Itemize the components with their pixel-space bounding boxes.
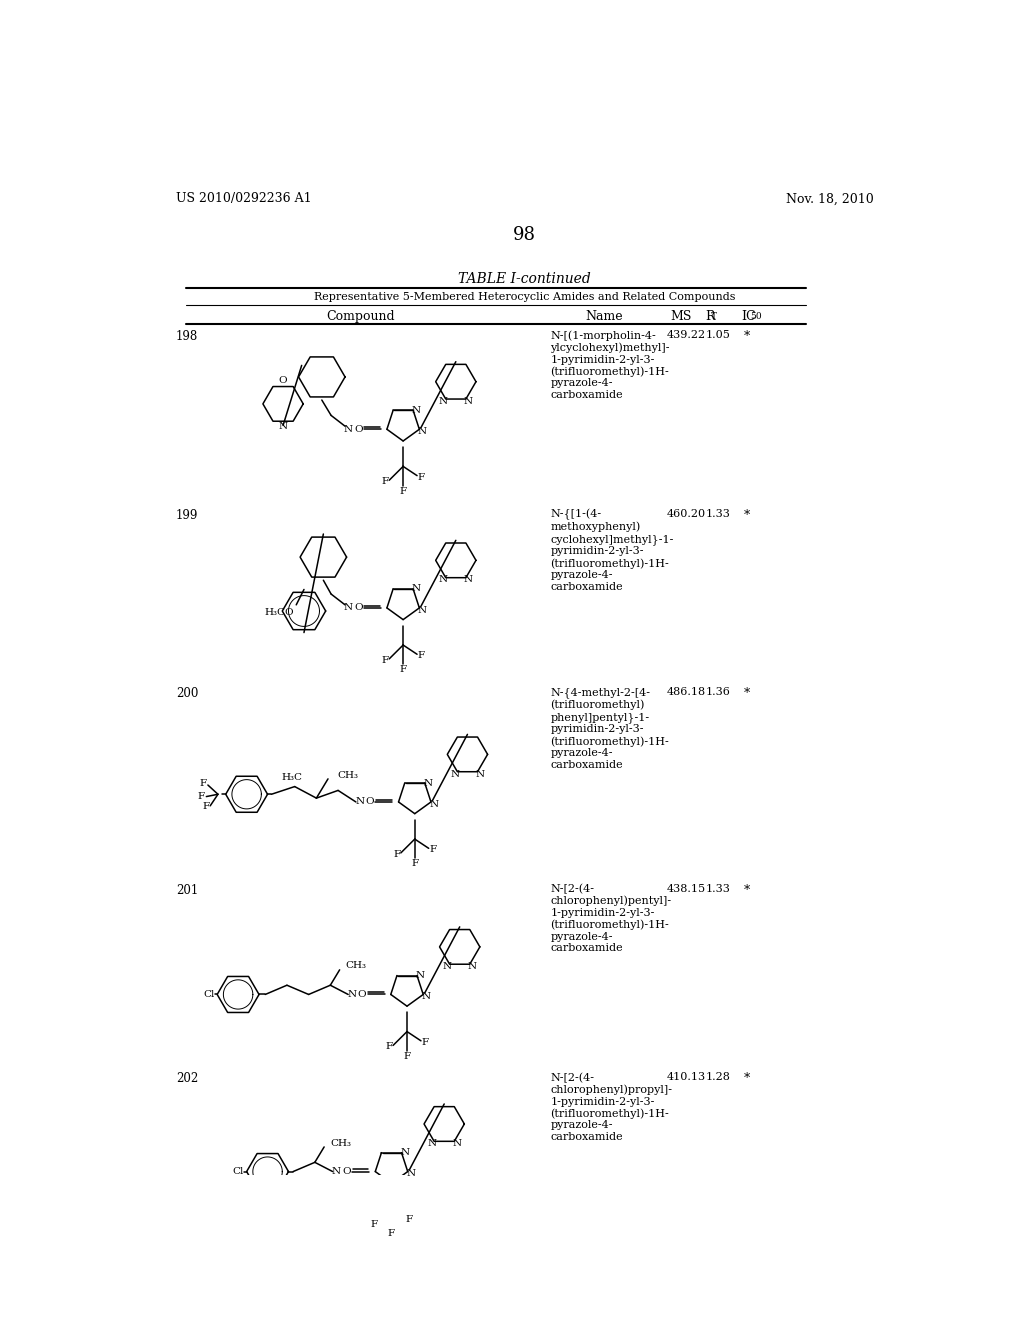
Text: N: N xyxy=(412,405,421,414)
Text: MS: MS xyxy=(671,310,692,323)
Text: Representative 5-Membered Heterocyclic Amides and Related Compounds: Representative 5-Membered Heterocyclic A… xyxy=(314,293,735,302)
Text: N: N xyxy=(355,797,365,807)
Text: 1.36: 1.36 xyxy=(706,688,730,697)
Text: F: F xyxy=(429,845,436,854)
Text: 201: 201 xyxy=(176,884,199,896)
Text: Name: Name xyxy=(586,310,624,323)
Text: TABLE I-continued: TABLE I-continued xyxy=(459,272,591,286)
Text: O: O xyxy=(342,1167,351,1176)
Text: N: N xyxy=(439,576,447,585)
Text: N: N xyxy=(464,576,473,585)
Text: N-[(1-morpholin-4-
ylcyclohexyl)methyl]-
1-pyrimidin-2-yl-3-
(trifluoromethyl)-1: N-[(1-morpholin-4- ylcyclohexyl)methyl]-… xyxy=(550,330,670,400)
Text: 199: 199 xyxy=(176,508,199,521)
Text: F: F xyxy=(421,1038,428,1047)
Text: N: N xyxy=(412,585,421,594)
Text: *: * xyxy=(744,688,751,701)
Text: F: F xyxy=(406,1214,413,1224)
Text: F: F xyxy=(198,792,205,801)
Text: F: F xyxy=(393,850,400,859)
Text: F: F xyxy=(399,487,407,495)
Text: N: N xyxy=(464,397,473,405)
Text: N: N xyxy=(442,962,452,972)
Text: T: T xyxy=(711,313,717,321)
Text: Nov. 18, 2010: Nov. 18, 2010 xyxy=(785,193,873,206)
Text: *: * xyxy=(744,330,751,343)
Text: N: N xyxy=(347,990,356,999)
Text: N-[2-(4-
chlorophenyl)propyl]-
1-pyrimidin-2-yl-3-
(trifluoromethyl)-1H-
pyrazol: N-[2-(4- chlorophenyl)propyl]- 1-pyrimid… xyxy=(550,1072,673,1142)
Text: 98: 98 xyxy=(513,226,537,244)
Text: N: N xyxy=(418,428,427,436)
Text: *: * xyxy=(744,884,751,896)
Text: 202: 202 xyxy=(176,1072,199,1085)
Text: 1.05: 1.05 xyxy=(706,330,730,341)
Text: R: R xyxy=(706,310,715,323)
Text: O: O xyxy=(354,425,362,434)
Text: 460.20: 460.20 xyxy=(667,508,706,519)
Text: F: F xyxy=(202,803,209,810)
Text: N: N xyxy=(279,422,288,432)
Text: *: * xyxy=(744,1072,751,1085)
Text: 1.28: 1.28 xyxy=(706,1072,730,1082)
Text: N-{4-methyl-2-[4-
(trifluoromethyl)
phenyl]pentyl}-1-
pyrimidin-2-yl-3-
(trifluo: N-{4-methyl-2-[4- (trifluoromethyl) phen… xyxy=(550,688,669,770)
Text: 438.15: 438.15 xyxy=(667,884,706,894)
Text: US 2010/0292236 A1: US 2010/0292236 A1 xyxy=(176,193,311,206)
Text: N: N xyxy=(418,606,427,615)
Text: N: N xyxy=(423,779,432,788)
Text: F: F xyxy=(403,1052,411,1061)
Text: CH₃: CH₃ xyxy=(331,1139,351,1147)
Text: 410.13: 410.13 xyxy=(667,1072,706,1082)
Text: F: F xyxy=(200,779,207,788)
Text: O: O xyxy=(366,797,374,807)
Text: 439.22: 439.22 xyxy=(667,330,706,341)
Text: 50: 50 xyxy=(751,313,762,321)
Text: Compound: Compound xyxy=(327,310,395,323)
Text: N: N xyxy=(451,770,460,779)
Text: N: N xyxy=(439,397,447,405)
Text: 200: 200 xyxy=(176,688,199,701)
Text: O: O xyxy=(354,603,362,612)
Text: 486.18: 486.18 xyxy=(667,688,706,697)
Text: F: F xyxy=(418,651,425,660)
Text: 198: 198 xyxy=(176,330,199,343)
Text: N: N xyxy=(344,425,352,434)
Text: N-[2-(4-
chlorophenyl)pentyl]-
1-pyrimidin-2-yl-3-
(trifluoromethyl)-1H-
pyrazol: N-[2-(4- chlorophenyl)pentyl]- 1-pyrimid… xyxy=(550,884,672,953)
Text: Cl: Cl xyxy=(203,990,214,999)
Text: N: N xyxy=(400,1148,410,1158)
Text: F: F xyxy=(399,665,407,675)
Text: Cl: Cl xyxy=(232,1167,244,1176)
Text: N: N xyxy=(429,800,438,809)
Text: O: O xyxy=(279,375,288,384)
Text: CH₃: CH₃ xyxy=(337,771,358,780)
Text: H₃CO: H₃CO xyxy=(264,609,294,616)
Text: N: N xyxy=(344,603,352,612)
Text: H₃C: H₃C xyxy=(282,772,302,781)
Text: N: N xyxy=(475,770,484,779)
Text: F: F xyxy=(382,656,389,665)
Text: *: * xyxy=(744,508,751,521)
Text: IC: IC xyxy=(741,310,756,323)
Text: F: F xyxy=(370,1220,377,1229)
Text: F: F xyxy=(412,859,419,869)
Text: 1.33: 1.33 xyxy=(706,884,730,894)
Text: F: F xyxy=(418,473,425,482)
Text: N: N xyxy=(416,972,425,979)
Text: CH₃: CH₃ xyxy=(346,961,367,970)
Text: N: N xyxy=(452,1139,461,1148)
Text: N: N xyxy=(422,993,431,1002)
Text: F: F xyxy=(388,1229,395,1238)
Text: N: N xyxy=(427,1139,436,1148)
Text: N: N xyxy=(407,1170,416,1179)
Text: F: F xyxy=(382,478,389,486)
Text: F: F xyxy=(386,1043,393,1052)
Text: N: N xyxy=(468,962,476,972)
Text: 1.33: 1.33 xyxy=(706,508,730,519)
Text: O: O xyxy=(357,990,367,999)
Text: N: N xyxy=(332,1167,341,1176)
Text: N-{[1-(4-
methoxyphenyl)
cyclohexyl]methyl}-1-
pyrimidin-2-yl-3-
(trifluoromethy: N-{[1-(4- methoxyphenyl) cyclohexyl]meth… xyxy=(550,508,674,591)
